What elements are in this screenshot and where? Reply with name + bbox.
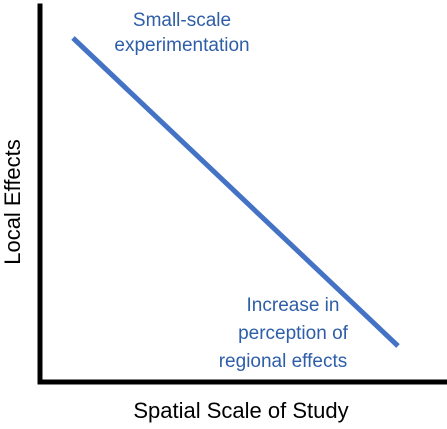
annotation-top-line-2: experimentation xyxy=(114,35,249,56)
trend-line xyxy=(71,36,400,348)
annotation-bottom-line-2: perception of xyxy=(238,323,349,344)
annotation-small-scale: Small-scale experimentation xyxy=(114,10,249,56)
annotation-bottom-line-1: Increase in xyxy=(247,295,340,316)
annotation-bottom-line-3: regional effects xyxy=(219,351,348,372)
annotation-regional-effects: Increase in perception of regional effec… xyxy=(219,295,349,372)
annotation-top-line-1: Small-scale xyxy=(133,10,231,31)
x-axis-label: Spatial Scale of Study xyxy=(133,398,348,423)
y-axis-label: Local Effects xyxy=(0,139,25,265)
